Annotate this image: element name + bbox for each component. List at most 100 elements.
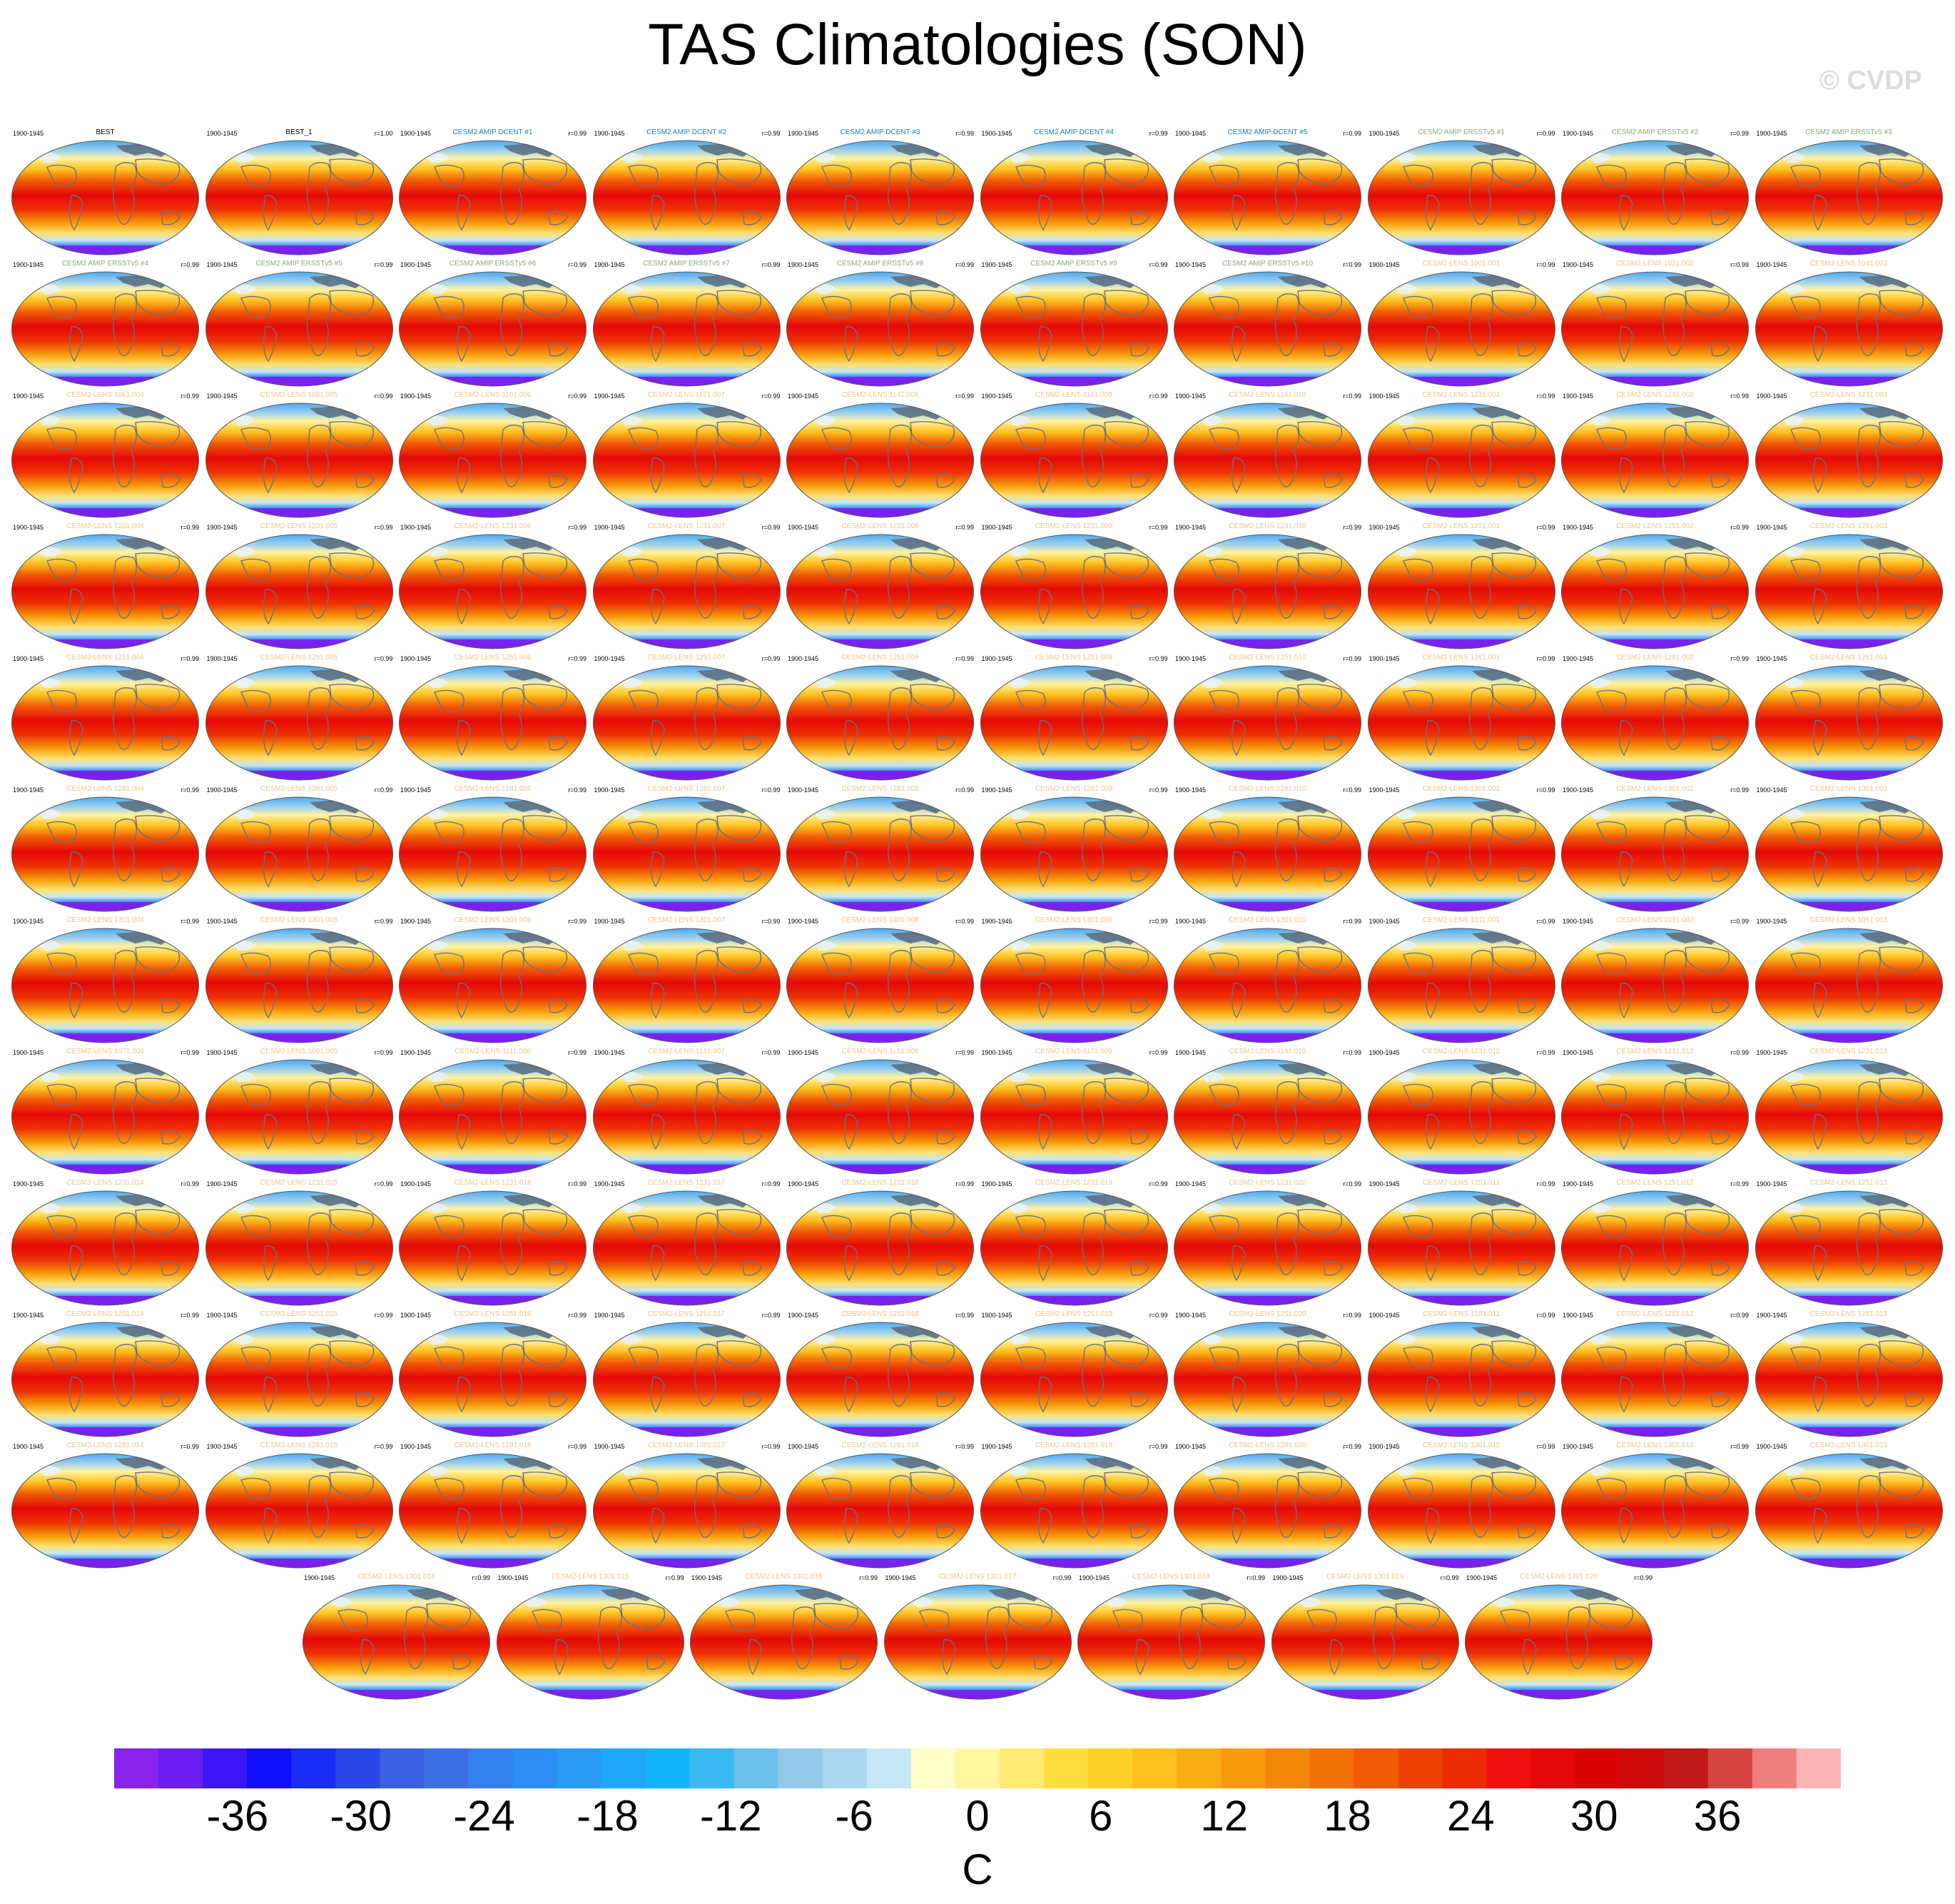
panel-title: CESM2-LENS 1281.003 (1809, 654, 1888, 662)
panel-correlation: r=0.99 (374, 261, 393, 268)
map-panel: 1900-1945 CESM2-LENS 1251.002 r=0.99 (1558, 522, 1752, 651)
panel-period: 1900-1945 (1368, 1180, 1400, 1188)
panel-correlation: r=0.99 (955, 393, 974, 400)
global-temperature-map (1561, 796, 1749, 912)
map-panel: 1900-1945 CESM2-LENS 1301.007 r=0.99 (590, 916, 783, 1045)
global-temperature-map (205, 271, 393, 387)
panel-period: 1900-1945 (1368, 261, 1400, 268)
panel-correlation: r=0.99 (761, 918, 781, 925)
panel-period: 1900-1945 (981, 524, 1012, 531)
colorbar-swatch (1132, 1748, 1177, 1788)
global-temperature-map (1561, 1190, 1749, 1306)
panel-correlation: r=0.99 (1149, 524, 1168, 531)
panel-correlation: r=0.99 (1730, 1180, 1749, 1188)
map-panel: 1900-1945 CESM2-LENS 1001.001 r=0.99 (1365, 260, 1558, 388)
panel-correlation: r=0.99 (1149, 393, 1168, 400)
map-panel: 1900-1945 CESM2-LENS 1251.001 r=0.99 (1365, 522, 1558, 651)
panel-correlation: r=0.99 (955, 524, 974, 531)
colorbar-swatch (203, 1748, 248, 1788)
global-temperature-map (980, 140, 1168, 255)
map-panel: 1900-1945 CESM2-LENS 1301.002 r=0.99 (1558, 785, 1752, 913)
panel-period: 1900-1945 (981, 1049, 1012, 1056)
map-panel: 1900-1945 CESM2-LENS 1171.009 r=0.99 (978, 1048, 1171, 1176)
colorbar-swatch (1177, 1748, 1222, 1788)
panel-title: CESM2-LENS 1251.014 (66, 1310, 144, 1318)
panel-title: CESM2-LENS 1301.017 (938, 1573, 1017, 1581)
colorbar-swatch (291, 1748, 336, 1788)
panel-correlation: r=0.99 (568, 393, 586, 400)
panel-title: CESM2-LENS 1281.010 (1229, 785, 1306, 793)
global-temperature-map (303, 1584, 490, 1700)
colorbar-swatch (1575, 1748, 1620, 1788)
panel-correlation: r=0.99 (761, 393, 781, 400)
map-panel: 1900-1945 CESM2-LENS 1251.010 r=0.99 (1171, 654, 1364, 782)
map-panel: 1900-1945 CESM2-LENS 1231.016 r=0.99 (396, 1179, 589, 1307)
colorbar-tick-label: 36 (1693, 1792, 1742, 1840)
map-panel: 1900-1945 CESM2-LENS 1231.006 r=0.99 (396, 522, 589, 651)
panel-correlation: r=0.99 (665, 1574, 684, 1581)
global-temperature-map (1561, 1322, 1749, 1437)
panel-title: CESM2-LENS 1251.006 (454, 654, 532, 662)
colorbar-swatch (733, 1748, 779, 1788)
panel-period: 1900-1945 (1368, 130, 1400, 137)
map-panel: 1900-1945 CESM2 AMIP DCENT #4 r=0.99 (978, 128, 1171, 257)
map-panel: 1900-1945 CESM2-LENS 1301.011 r=0.99 (1365, 1442, 1558, 1570)
global-temperature-map (11, 534, 199, 649)
panel-title: CESM2-LENS 1281.006 (454, 785, 532, 793)
panel-period: 1900-1945 (1175, 655, 1207, 662)
panel-period: 1900-1945 (13, 261, 44, 268)
panel-period: 1900-1945 (1756, 261, 1787, 268)
panel-period: 1900-1945 (788, 786, 819, 794)
panel-correlation: r=0.99 (955, 1312, 974, 1319)
global-temperature-map (592, 796, 781, 912)
panel-title: CESM2-LENS 1091.005 (260, 1048, 338, 1055)
map-panel: 1900-1945 CESM2 AMIP ERSSTv5 #5 r=0.99 (203, 260, 396, 388)
panel-title: CESM2-LENS 1031.002 (1616, 916, 1694, 924)
panel-correlation: r=0.99 (374, 918, 393, 925)
panel-correlation: r=0.99 (1536, 1049, 1555, 1056)
panel-title: CESM2-LENS 1251.013 (1809, 1179, 1888, 1187)
panel-correlation: r=0.99 (1343, 1443, 1361, 1450)
panel-title: BEST_1 (285, 128, 313, 136)
global-temperature-map (11, 1453, 199, 1569)
panel-period: 1900-1945 (981, 261, 1012, 268)
colorbar-swatch (1221, 1748, 1266, 1788)
panel-period: 1900-1945 (1175, 1180, 1207, 1188)
panel-title: CESM2-LENS 1231.020 (1229, 1179, 1306, 1187)
colorbar-swatch (910, 1748, 956, 1788)
panel-period: 1900-1945 (13, 1180, 44, 1188)
panel-correlation: r=0.99 (1343, 1049, 1361, 1056)
panel-title: CESM2-LENS 1251.010 (1229, 654, 1306, 662)
map-panel: 1900-1945 CESM2-LENS 1281.015 r=0.99 (203, 1442, 396, 1570)
map-panel: 1900-1945 CESM2-LENS 1231.020 r=0.99 (1171, 1179, 1364, 1307)
panel-period: 1900-1945 (1368, 1312, 1400, 1319)
global-temperature-map (1561, 402, 1749, 518)
map-panel: 1900-1945 CESM2-LENS 1301.015 r=0.99 (494, 1573, 687, 1701)
global-temperature-map (786, 1190, 974, 1306)
global-temperature-map (496, 1584, 684, 1700)
panel-correlation: r=0.99 (181, 655, 199, 662)
global-temperature-map (980, 1453, 1168, 1569)
panel-correlation: r=0.99 (568, 918, 586, 925)
panel-correlation: r=0.99 (1440, 1574, 1459, 1581)
panel-title: CESM2-LENS 1231.003 (1809, 391, 1888, 399)
map-panel: 1900-1945 CESM2-LENS 1301.012 r=0.99 (1558, 1442, 1752, 1570)
panel-correlation: r=0.99 (181, 261, 199, 268)
panel-title: CESM2-LENS 1301.005 (260, 916, 338, 924)
map-panel: 1900-1945 CESM2-LENS 1251.012 r=0.99 (1558, 1179, 1752, 1307)
panel-correlation: r=0.99 (1149, 261, 1168, 268)
global-temperature-map (980, 665, 1168, 781)
panel-period: 1900-1945 (1368, 524, 1400, 531)
panel-title: CESM2-LENS 1281.001 (1422, 654, 1500, 662)
panel-title: CESM2-LENS 1251.007 (647, 654, 726, 662)
panel-period: 1900-1945 (1563, 1312, 1594, 1319)
map-panel: 1900-1945 CESM2-LENS 1021.002 r=0.99 (1558, 260, 1752, 388)
panel-period: 1900-1945 (1175, 1312, 1207, 1319)
panel-period: 1900-1945 (1756, 130, 1787, 137)
panel-correlation: r=0.99 (1730, 1049, 1749, 1056)
panel-title: CESM2-LENS 1281.004 (66, 785, 144, 793)
colorbar-swatch (1309, 1748, 1355, 1788)
map-panel: 1900-1945 CESM2-LENS 1301.018 r=0.99 (1075, 1573, 1268, 1701)
map-panel: 1900-1945 CESM2-LENS 1231.008 r=0.99 (783, 522, 977, 651)
panel-title: CESM2-LENS 1141.008 (841, 391, 919, 399)
